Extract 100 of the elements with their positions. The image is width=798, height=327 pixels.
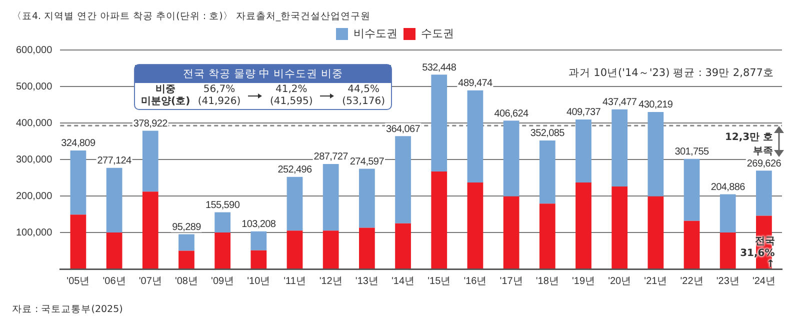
total-label: 277,124 (97, 156, 132, 167)
bar (250, 231, 267, 250)
bar (286, 230, 303, 268)
bar (467, 90, 484, 182)
total-label: 95,289 (172, 222, 202, 233)
bar (467, 182, 484, 268)
bar (322, 164, 339, 231)
bar (358, 228, 375, 268)
bar (178, 250, 194, 268)
x-tick-label: '05년 (66, 276, 90, 287)
x-tick-label: '12년 (319, 276, 342, 287)
total-label: 274,597 (350, 156, 385, 168)
bar (431, 74, 448, 172)
y-tick-label: 400,000 (16, 118, 53, 129)
x-tick-label: '13년 (355, 276, 378, 287)
total-label: 324,809 (61, 138, 96, 150)
x-tick-label: '24년 (752, 276, 776, 287)
x-tick-label: '15년 (428, 276, 451, 287)
total-label: 269,626 (746, 158, 782, 170)
bar (142, 130, 158, 192)
annotation: 과거 10년('14～'23) 평균 : 39만 2,877호 (568, 66, 774, 80)
legend-label: 비수도권 (354, 28, 398, 40)
bar (756, 170, 772, 216)
x-tick-label: '22년 (680, 276, 704, 287)
total-label: 352,085 (530, 128, 566, 140)
x-tick-label: '17년 (500, 276, 523, 287)
legend-label: 수도권 (421, 28, 454, 40)
total-label: 252,496 (278, 164, 313, 176)
annotation: (41,926) (198, 96, 241, 108)
x-tick-label: '08년 (174, 276, 198, 287)
x-tick-label: '14년 (392, 276, 415, 287)
y-tick-label: 300,000 (16, 154, 53, 166)
bar (70, 150, 86, 215)
bar (720, 194, 736, 232)
annotation: 미분양(호) (141, 96, 190, 108)
bar (684, 220, 700, 268)
bar (106, 232, 122, 268)
total-label: 532,448 (422, 62, 457, 74)
y-tick-label: 500,000 (16, 81, 53, 92)
bar (250, 250, 267, 268)
total-label: 287,727 (314, 152, 349, 163)
total-label: 155,590 (206, 200, 240, 211)
bar (576, 119, 592, 182)
bar (648, 196, 664, 268)
bar (214, 212, 231, 232)
bar (395, 223, 411, 268)
x-tick-label: '19년 (572, 276, 596, 287)
bar (395, 136, 411, 224)
annotation: 12,3만 호 부족 (724, 130, 774, 158)
total-label: 301,755 (674, 146, 710, 158)
total-label: 103,208 (242, 219, 276, 230)
bar (70, 214, 86, 268)
total-label: 409,737 (566, 107, 602, 118)
text: 자료 : 국토교통부(2025) (12, 303, 123, 316)
bar (214, 232, 231, 268)
total-label: 406,624 (494, 108, 530, 120)
bar (431, 172, 448, 268)
x-tick-label: '11년 (284, 276, 306, 287)
bar (286, 176, 303, 231)
x-tick-label: '21년 (644, 276, 668, 287)
total-label: 430,219 (638, 100, 674, 111)
x-tick-label: '16년 (464, 276, 487, 287)
annotation: (41,595) (270, 96, 313, 108)
y-tick-label: 200,000 (16, 190, 53, 202)
x-tick-label: '07년 (138, 276, 162, 287)
bar (612, 109, 628, 187)
bar (358, 168, 375, 228)
total-label: 204,886 (710, 182, 746, 193)
annotation: 56,7% (202, 84, 236, 96)
bar (503, 120, 520, 196)
total-label: 364,067 (386, 124, 421, 135)
bar (539, 204, 556, 268)
x-tick-label: '06년 (102, 276, 126, 287)
annotation: 비중 (154, 84, 177, 96)
chart-title: 〈표4. 지역별 연간 아파트 착공 추이(단위 : 호)〉 자료출처_한국건설산업연구원 (12, 10, 371, 23)
bar (322, 230, 339, 268)
annotation: 44,5% (346, 84, 380, 96)
total-label: 378,922 (133, 118, 168, 130)
bar (648, 112, 664, 196)
bar (178, 234, 194, 251)
bar (142, 192, 158, 268)
x-tick-label: '18년 (536, 276, 559, 287)
x-tick-label: '10년 (247, 276, 270, 287)
x-tick-label: '09년 (211, 276, 234, 287)
x-tick-label: '23년 (716, 276, 740, 287)
annotation: 전국 착공 물량 中 비수도권 비중 (135, 65, 391, 83)
total-label: 489,474 (458, 78, 493, 90)
bar (684, 158, 700, 221)
bar (503, 196, 520, 268)
total-label: 437,477 (602, 97, 638, 108)
annotation: (53,176) (342, 96, 385, 108)
bar (720, 232, 736, 268)
y-tick-label: 600,000 (16, 44, 53, 56)
bar (539, 140, 556, 204)
bar (106, 168, 122, 232)
bar (612, 186, 628, 268)
x-tick-label: '20년 (608, 276, 632, 287)
y-tick-label: 100,000 (16, 227, 53, 238)
annotation: 41,2% (274, 84, 308, 96)
bar (576, 182, 592, 268)
